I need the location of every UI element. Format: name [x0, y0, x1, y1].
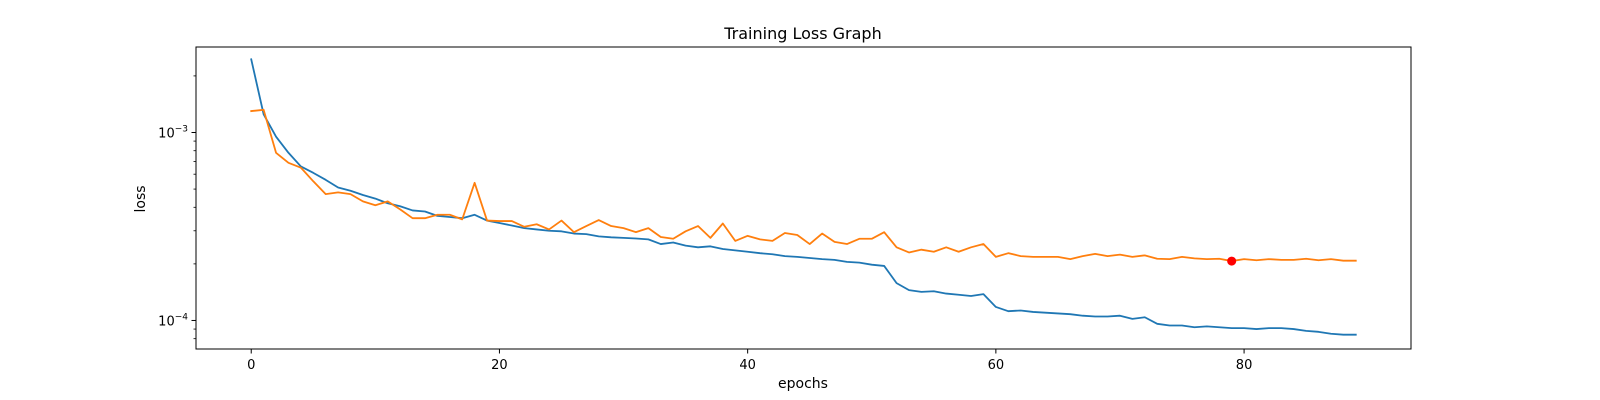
series-line-2: [250, 108, 1357, 262]
x-axis-label: epochs: [778, 376, 828, 392]
x-tick-label: 80: [1236, 358, 1253, 373]
x-tick-label: 40: [739, 358, 756, 373]
y-tick-label: 10−3: [158, 124, 188, 141]
plot-frame: [195, 46, 1412, 350]
x-tick-label: 20: [491, 358, 508, 373]
marker-layer: [1227, 256, 1237, 266]
highlight-point: [1227, 256, 1237, 266]
y-axis-label: loss: [133, 185, 149, 212]
y-tick-label: 10−4: [158, 312, 188, 329]
x-tick-label: 0: [247, 358, 255, 373]
series-layer: [250, 58, 1357, 336]
x-axis: 0 20 40 60 80: [247, 349, 1252, 373]
y-axis: 10−4 10−3: [158, 75, 196, 340]
chart-title: Training Loss Graph: [723, 24, 881, 43]
x-tick-label: 60: [988, 358, 1005, 373]
